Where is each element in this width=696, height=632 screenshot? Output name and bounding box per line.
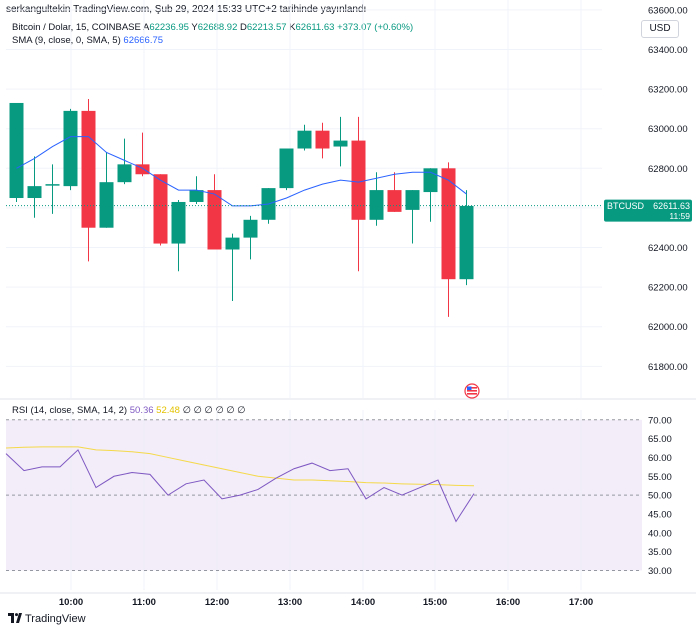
time-tick-label: 11:00 <box>132 597 156 608</box>
price-tick-label: 62200.00 <box>648 283 688 294</box>
candle-body <box>99 182 114 228</box>
price-tick-label: 62000.00 <box>648 322 688 333</box>
candle-body <box>135 164 150 175</box>
legend-open-label: A <box>142 22 150 33</box>
legend-low-value: 62213.57 <box>246 22 287 33</box>
legend-close-value: 62611.63 <box>295 22 335 33</box>
time-tick-label: 12:00 <box>205 597 229 608</box>
us-flag-stripe <box>467 390 477 392</box>
time-tick-label: 16:00 <box>496 597 520 608</box>
rsi-tick-label: 65.00 <box>648 434 672 445</box>
legend-change: +373.07 (+0.60%) <box>337 22 414 33</box>
rsi-tick-label: 50.00 <box>648 491 672 502</box>
ohlc-legend: Bitcoin / Dolar, 15, COINBASE A62236.95 … <box>12 22 413 33</box>
time-tick-label: 15:00 <box>423 597 447 608</box>
legend-open-value: 62236.95 <box>149 22 189 33</box>
candle-body <box>297 130 312 149</box>
rsi-tick-label: 60.00 <box>648 453 672 464</box>
price-tick-label: 61800.00 <box>648 362 688 373</box>
price-tick-label: 63000.00 <box>648 124 688 135</box>
candle-body <box>405 190 420 210</box>
us-flag-canton <box>467 386 472 390</box>
time-tick-label: 17:00 <box>569 597 593 608</box>
sma-legend: SMA (9, close, 0, SMA, 5) 62666.75 <box>12 35 163 46</box>
rsi-line <box>5 449 475 523</box>
tradingview-logo-icon <box>8 613 22 623</box>
candle-body <box>27 186 42 199</box>
sma-legend-label: SMA (9, close, 0, SMA, 5) <box>12 35 121 46</box>
candle-body <box>225 237 240 250</box>
rsi-legend: RSI (14, close, SMA, 14, 2) 50.36 52.48 … <box>12 405 245 416</box>
candle-body <box>387 190 402 212</box>
rsi-tick-label: 35.00 <box>648 547 672 558</box>
rsi-tick-label: 40.00 <box>648 528 672 539</box>
price-tick-label: 62400.00 <box>648 243 688 254</box>
rsi-tick-label: 45.00 <box>648 509 672 520</box>
rsi-tick-label: 55.00 <box>648 472 672 483</box>
candle-body <box>279 148 294 189</box>
brand-label: TradingView <box>25 613 86 625</box>
rsi-legend-extra: ∅ ∅ ∅ ∅ ∅ ∅ <box>182 405 246 416</box>
legend-low-label: D <box>240 22 247 33</box>
candle-body <box>81 110 96 228</box>
time-tick-label: 14:00 <box>351 597 375 608</box>
candle-body <box>63 110 78 187</box>
candle-body <box>9 102 24 199</box>
tradingview-brand: TradingView <box>8 613 86 625</box>
us-flag-stripe <box>467 387 477 389</box>
legend-high-value: 62688.92 <box>197 22 238 33</box>
last-price-symbol: BTCUSD <box>607 201 645 211</box>
candle-body <box>171 201 186 244</box>
price-tick-label: 62800.00 <box>648 164 688 175</box>
time-tick-label: 13:00 <box>278 597 302 608</box>
rsi-ma-legend-value: 52.48 <box>156 405 180 416</box>
candle-body <box>117 164 132 183</box>
last-price-tag <box>604 199 692 222</box>
legend-symbol: Bitcoin / Dolar, 15, COINBASE <box>12 22 141 33</box>
price-tick-label: 63600.00 <box>648 5 688 16</box>
candle-body <box>369 190 384 220</box>
last-price-countdown: 11:59 <box>669 211 690 221</box>
candle-body <box>189 190 204 202</box>
us-flag-stripe <box>467 393 477 395</box>
last-price-value: 62611.63 <box>653 201 690 211</box>
legend-close-label: K <box>289 22 296 33</box>
candle-body <box>351 140 366 220</box>
candle-body <box>333 140 348 147</box>
sma-line <box>16 136 467 207</box>
currency-button[interactable]: USD <box>641 20 679 38</box>
rsi-ma-line <box>5 446 475 487</box>
rsi-legend-value: 50.36 <box>129 405 154 416</box>
candle-body <box>243 219 258 238</box>
candle-body <box>315 130 330 149</box>
candle-body <box>45 184 60 186</box>
rsi-legend-label: RSI (14, close, SMA, 14, 2) <box>12 405 128 416</box>
candle-body <box>153 174 168 244</box>
rsi-tick-label: 70.00 <box>648 415 672 426</box>
price-tick-label: 63400.00 <box>648 45 688 56</box>
candle-body <box>207 190 222 250</box>
price-tick-label: 63200.00 <box>648 85 688 96</box>
candle-body <box>441 168 456 280</box>
rsi-tick-label: 30.00 <box>648 566 672 577</box>
legend-high-label: Y <box>191 22 198 33</box>
candle-body <box>459 205 474 280</box>
time-tick-label: 10:00 <box>59 597 83 608</box>
sma-legend-value: 62666.75 <box>123 35 164 46</box>
